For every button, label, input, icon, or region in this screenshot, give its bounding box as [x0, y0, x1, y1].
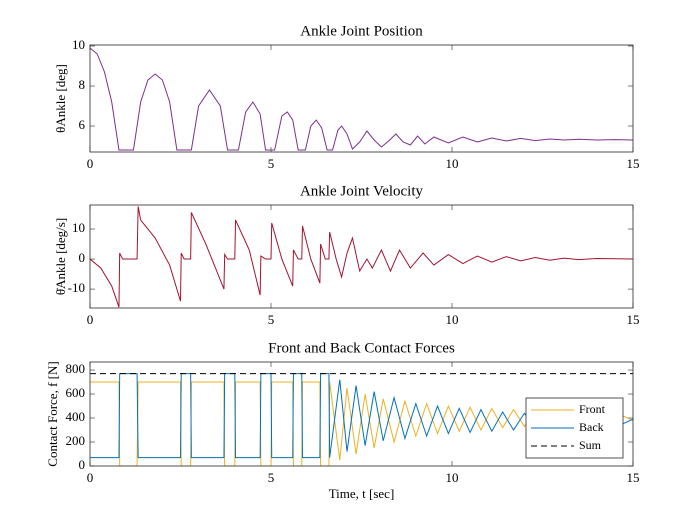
- x-tick-label: 15: [627, 470, 640, 485]
- legend-label: Back: [579, 420, 604, 434]
- x-tick-label: 10: [446, 156, 459, 171]
- chart-title: Ankle Joint Velocity: [300, 183, 424, 199]
- x-axis-label: Time, t [sec]: [329, 486, 395, 501]
- y-axis-label: Contact Force, f [N]: [45, 361, 60, 466]
- y-tick-label: 10: [72, 37, 85, 52]
- y-tick-label: 600: [66, 385, 86, 400]
- x-tick-label: 5: [268, 312, 275, 327]
- y-tick-label: 200: [66, 433, 86, 448]
- data-line: [90, 206, 633, 308]
- y-axis-label: θ̇Ankle [deg/s]: [53, 218, 68, 295]
- y-tick-label: 800: [66, 361, 86, 376]
- y-tick-label: 8: [79, 77, 86, 92]
- data-line: [90, 47, 633, 151]
- x-tick-label: 5: [268, 470, 275, 485]
- x-tick-label: 0: [87, 156, 94, 171]
- x-tick-label: 0: [87, 470, 94, 485]
- x-tick-label: 15: [627, 156, 640, 171]
- y-axis-label: θAnkle [deg]: [53, 64, 68, 133]
- y-tick-label: 400: [66, 409, 86, 424]
- y-tick-label: -10: [68, 280, 85, 295]
- x-tick-label: 5: [268, 156, 275, 171]
- legend-label: Sum: [579, 438, 602, 452]
- y-tick-label: 0: [79, 457, 86, 472]
- chart-title: Ankle Joint Position: [300, 23, 423, 39]
- y-tick-label: 10: [72, 220, 85, 235]
- y-tick-label: 6: [79, 117, 86, 132]
- x-tick-label: 0: [87, 312, 94, 327]
- axes-background: [90, 205, 633, 308]
- x-tick-label: 10: [446, 312, 459, 327]
- legend-label: Front: [579, 402, 606, 416]
- axes-frame: [89, 44, 634, 153]
- x-tick-label: 10: [446, 470, 459, 485]
- axes-frame: [89, 204, 634, 309]
- chart-title: Front and Back Contact Forces: [268, 340, 455, 356]
- y-tick-label: 0: [79, 250, 86, 265]
- axes-frame: [89, 361, 634, 467]
- x-tick-label: 15: [627, 312, 640, 327]
- axes-background: [90, 45, 633, 152]
